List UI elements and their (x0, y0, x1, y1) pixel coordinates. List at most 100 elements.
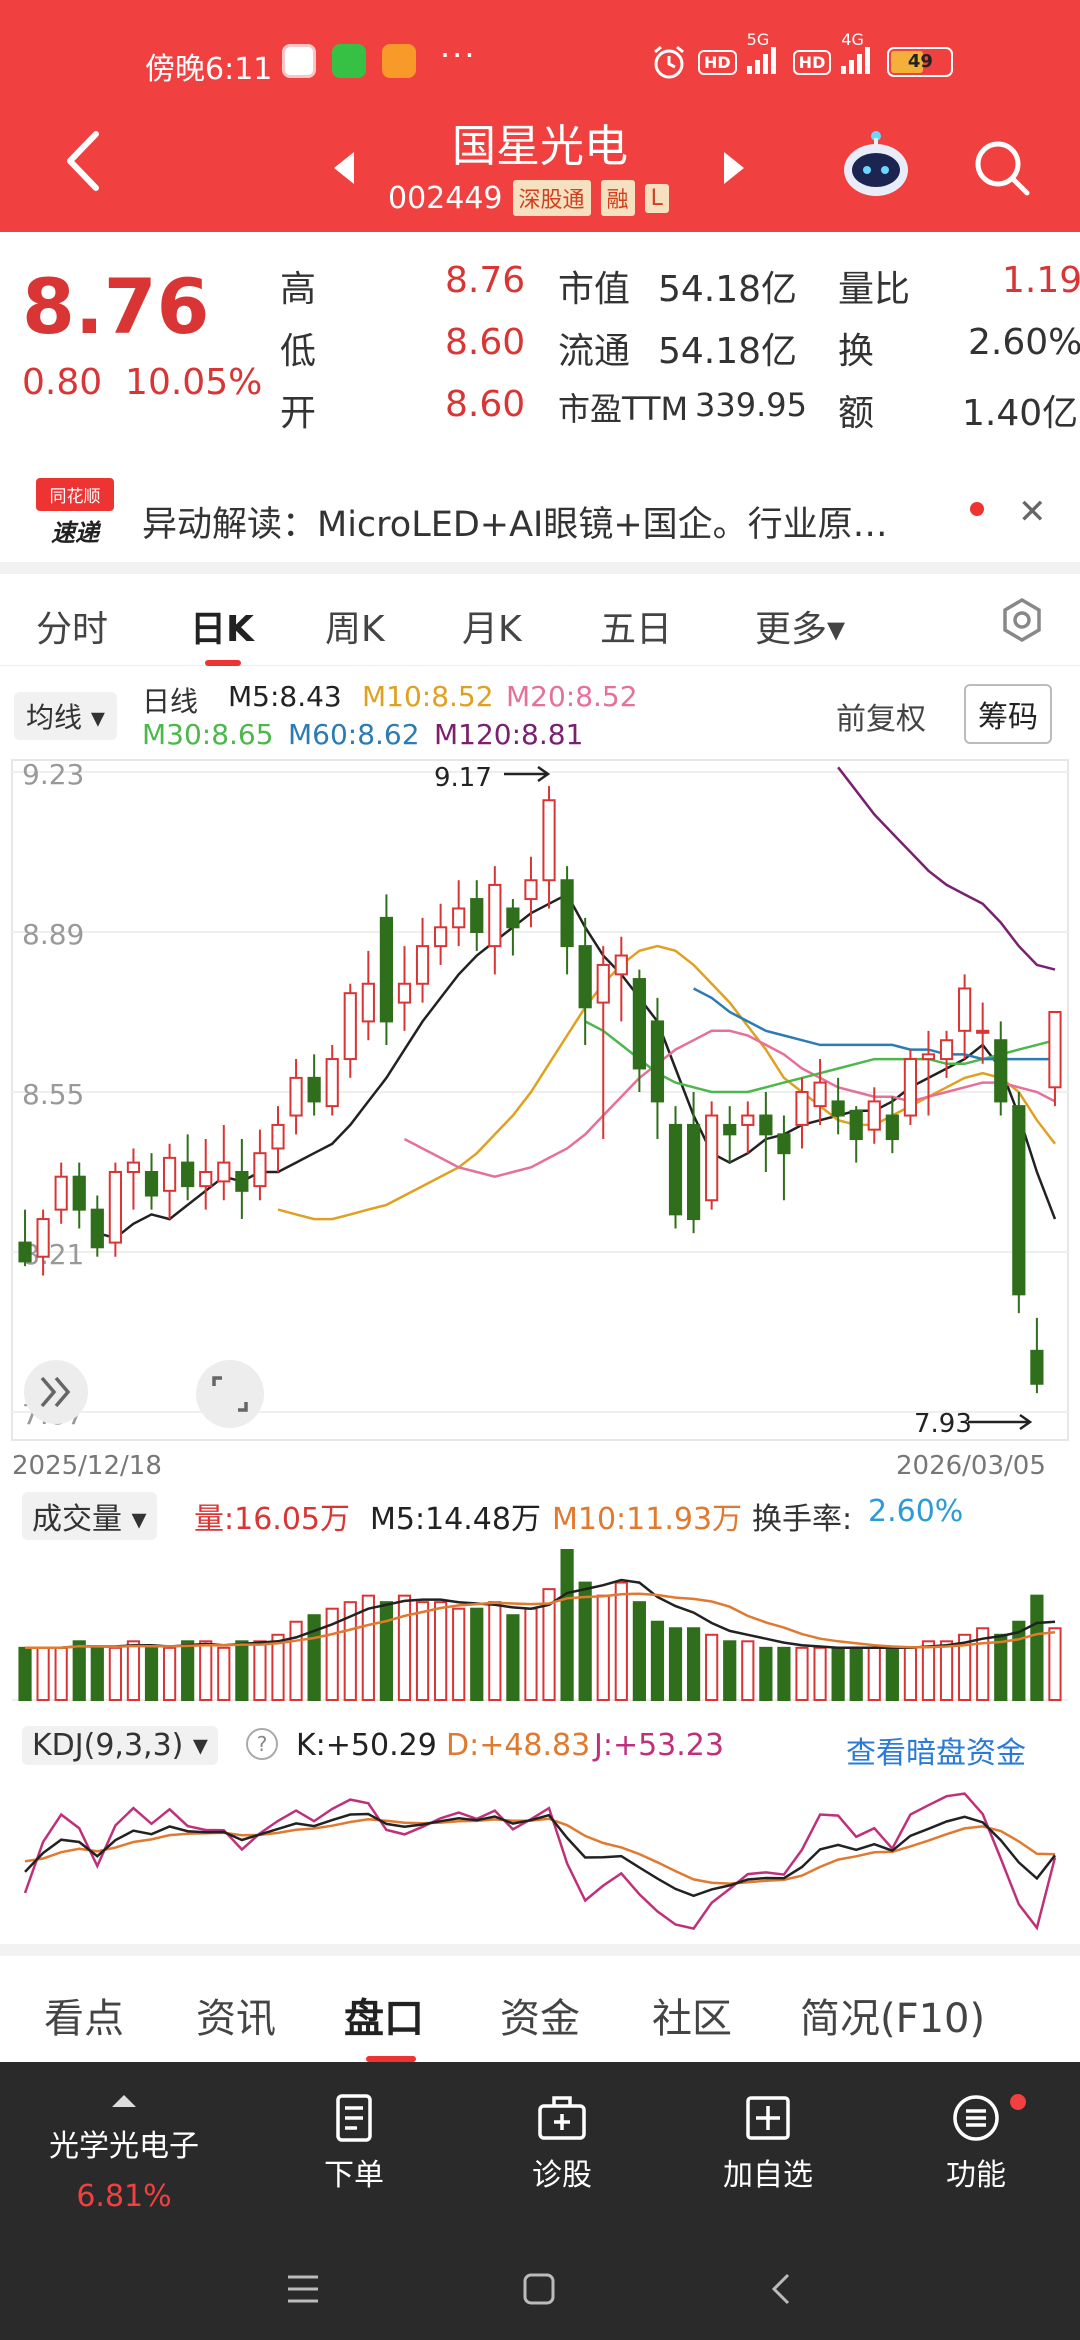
tab-f10[interactable]: 简况(F10) (800, 1996, 986, 2042)
function-button[interactable]: 功能 (896, 2092, 1056, 2194)
volume-bar (813, 1646, 827, 1701)
tab-funds[interactable]: 资金 (500, 1996, 580, 2042)
float-value: 54.18亿 (658, 331, 798, 372)
volume-bar (379, 1601, 394, 1701)
close-icon[interactable]: ✕ (1018, 492, 1047, 532)
ma120-value: M120:8.81 (434, 718, 584, 751)
volume-bar (994, 1633, 1008, 1701)
prev-stock-icon[interactable] (330, 148, 358, 188)
news-headline[interactable]: 异动解读：MicroLED+AI眼镜+国企。行业原… (142, 505, 888, 545)
volume-bar (578, 1581, 592, 1701)
low-label: 低 (280, 331, 317, 372)
menu-icon (953, 2095, 999, 2141)
tab-orderbook[interactable]: 盘口 (344, 1996, 424, 2042)
tab-highlights[interactable]: 看点 (44, 1996, 124, 2042)
add-watchlist-button[interactable]: 加自选 (688, 2092, 848, 2194)
search-icon[interactable] (972, 138, 1032, 198)
divider (0, 1944, 1080, 1956)
tab-underline (205, 660, 241, 666)
candle (144, 1171, 159, 1197)
order-button[interactable]: 下单 (274, 2092, 434, 2194)
order-icon (336, 2094, 372, 2142)
kdj-k-line (24, 1812, 1056, 1898)
kdj-chart[interactable] (0, 1772, 1080, 1940)
tag-shenguotong[interactable]: 深股通 (512, 180, 591, 216)
fullscreen-icon[interactable] (196, 1360, 264, 1428)
volume-bar (217, 1646, 231, 1701)
volume-selector[interactable]: 成交量 ▾ (22, 1492, 157, 1540)
robot-assistant-icon[interactable] (838, 126, 914, 202)
app-running-icon (382, 44, 416, 78)
volume-bar (795, 1646, 809, 1701)
volume-bar (289, 1620, 303, 1701)
open-value: 8.60 (445, 384, 526, 425)
volume-bar (325, 1607, 339, 1701)
volume-bar (253, 1640, 267, 1701)
volume-bar (976, 1627, 990, 1701)
tab-five-day[interactable]: 五日 (600, 609, 673, 650)
candle (343, 992, 357, 1061)
volume-value: 量:16.05万 (194, 1502, 350, 1537)
adjust-mode[interactable]: 前复权 (836, 702, 926, 737)
tab-weekly-k[interactable]: 周K (325, 609, 385, 650)
volume-bar (199, 1640, 213, 1701)
next-stock-icon[interactable] (720, 148, 748, 188)
news-banner[interactable]: 同花顺 速递 异动解读：MicroLED+AI眼镜+国企。行业原… ✕ (0, 452, 1080, 562)
status-time: 傍晚6:11 (145, 52, 273, 87)
volume-chart[interactable] (0, 1538, 1080, 1710)
nav-back-icon[interactable] (768, 2272, 794, 2306)
candle (72, 1175, 86, 1211)
amount-value: 1.40亿 (962, 393, 1079, 434)
tab-more[interactable]: 更多▾ (755, 609, 846, 650)
chips-button[interactable]: 筹码 (964, 684, 1052, 744)
volume-bar (885, 1646, 899, 1701)
ma60-value: M60:8.62 (288, 718, 420, 751)
candle (54, 1175, 68, 1211)
volume-bar (235, 1640, 249, 1701)
volume-bar (560, 1549, 574, 1701)
kline-chart[interactable]: 9.238.898.558.217.87 9.17 7.93 2025/12/1… (0, 752, 1080, 1492)
nav-menu-icon[interactable] (286, 2274, 320, 2304)
ma-line-m120 (837, 766, 1056, 971)
tab-intraday[interactable]: 分时 (36, 609, 109, 650)
candle (813, 1081, 827, 1108)
dark-pool-link[interactable]: 查看暗盘资金 (846, 1736, 1026, 1771)
volume-bar (831, 1646, 845, 1701)
y-tick-label: 8.21 (22, 1238, 84, 1271)
candle (1012, 1105, 1026, 1296)
help-icon[interactable]: ? (246, 1728, 278, 1760)
sector-button[interactable]: 光学光电子 6.81% (44, 2082, 204, 2214)
candle (235, 1171, 249, 1192)
kdj-selector[interactable]: KDJ(9,3,3) ▾ (22, 1726, 218, 1765)
expand-icon[interactable] (24, 1360, 88, 1424)
nav-home-icon[interactable] (522, 2272, 556, 2306)
candle (397, 982, 412, 1004)
notification-dot (1010, 2094, 1026, 2110)
candle (325, 1058, 339, 1108)
settings-icon[interactable] (998, 596, 1046, 644)
volume-bar (921, 1640, 936, 1701)
y-tick-label: 9.23 (22, 758, 84, 791)
ma-selector[interactable]: 均线 ▾ (14, 692, 117, 740)
tab-daily-k[interactable]: 日K (190, 609, 254, 650)
candle (126, 1161, 141, 1173)
tab-monthly-k[interactable]: 月K (462, 609, 522, 650)
mcap-label: 市值 (558, 269, 631, 310)
tag-margin[interactable]: 融 (600, 180, 635, 216)
tag-l[interactable]: L (644, 183, 669, 213)
diagnose-button[interactable]: 诊股 (482, 2092, 642, 2194)
ma-line-m20 (403, 1029, 1056, 1178)
volume-m5: M5:14.48万 (370, 1502, 541, 1537)
quote-panel: 8.76 0.80 10.05% 高 8.76 低 8.60 开 8.60 市值… (0, 232, 1080, 452)
candle (939, 1039, 954, 1061)
tab-community[interactable]: 社区 (652, 1996, 732, 2042)
candle (379, 916, 394, 1023)
status-right: HD 5G HD 4G 49 (650, 30, 954, 84)
back-arrow-icon[interactable] (60, 126, 108, 196)
volume-bar (777, 1646, 791, 1701)
volume-bar (506, 1614, 520, 1701)
candle (452, 907, 466, 929)
tab-news[interactable]: 资讯 (196, 1996, 276, 2042)
candle (705, 1114, 719, 1202)
ma20-value: M20:8.52 (506, 680, 638, 713)
